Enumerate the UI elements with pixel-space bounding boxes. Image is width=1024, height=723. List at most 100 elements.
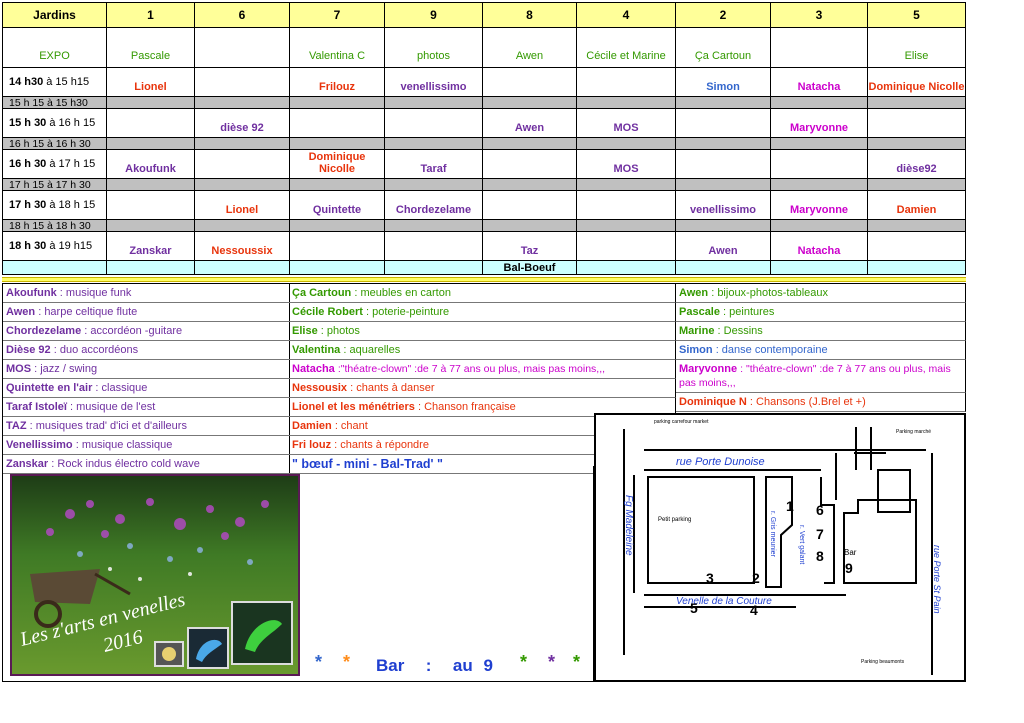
map-number: 8	[816, 548, 824, 564]
time-end: à 19 h15	[49, 240, 93, 252]
schedule-cell: photos	[385, 28, 483, 68]
performer: venellissimo	[400, 81, 467, 93]
schedule-cell	[868, 220, 966, 232]
schedule-cell: Damien	[868, 191, 966, 220]
legend-desc: :"théatre-clown" :de 7 à 77 ans ou plus,…	[337, 363, 606, 375]
map-label: rue Porte St Pain	[932, 545, 942, 614]
schedule-cell	[577, 138, 676, 150]
legend-entry: MOS : jazz / swing	[3, 360, 290, 379]
schedule-cell: Nessoussix	[195, 232, 290, 261]
schedule-cell	[290, 232, 385, 261]
header-text: Jardins	[33, 8, 76, 22]
row-label-cell: 18 h 15 à 18 h 30	[2, 220, 107, 232]
schedule-cell	[868, 179, 966, 191]
legend-desc: : poterie-peinture	[365, 306, 450, 318]
legend-name: Nessousix	[292, 382, 348, 394]
schedule-cell	[195, 68, 290, 97]
schedule-cell	[577, 220, 676, 232]
schedule-cell: Maryvonne	[771, 191, 868, 220]
legend-name: Damien	[292, 420, 332, 432]
row-label-cell: 18 h 30 à 19 h15	[2, 232, 107, 261]
performer: Elise	[904, 50, 929, 62]
map-label: Fg Madeleine	[623, 495, 634, 556]
schedule-cell	[385, 97, 483, 109]
legend-entry: Awen : harpe celtique flute	[3, 303, 290, 322]
schedule-cell: Natacha	[771, 68, 868, 97]
header-cell: 8	[483, 2, 577, 28]
legend-column: Awen : bijoux-photos-tableaux Pascale : p…	[676, 283, 966, 412]
performer: MOS	[613, 122, 639, 134]
schedule-cell	[195, 138, 290, 150]
performer: Bal-Boeuf	[503, 261, 556, 274]
performer: Pascale	[130, 50, 171, 62]
legend-name: Natacha	[292, 363, 335, 375]
performer: Frilouz	[318, 81, 356, 93]
row-label-cell: 14 h30 à 15 h15	[2, 68, 107, 97]
performer: Lionel	[134, 81, 167, 93]
star: *	[573, 652, 581, 672]
legend-desc: : photos	[320, 325, 360, 337]
map-label: Parking beaumonts	[861, 659, 905, 665]
legend-name: MOS	[6, 363, 32, 375]
legend-entry: Dièse 92 : duo accordéons	[3, 341, 290, 360]
legend-desc: : harpe celtique flute	[38, 306, 138, 318]
schedule-cell	[290, 261, 385, 275]
schedule-cell	[676, 179, 771, 191]
legend-desc: : musiques trad' d'ici et d'ailleurs	[29, 420, 187, 432]
map: parking carrefour market Parking marché ru…	[594, 413, 966, 682]
performer: Natacha	[797, 245, 841, 257]
footer-text: Bar : au 9	[376, 656, 493, 675]
legend-desc: : danse contemporaine	[715, 344, 828, 356]
legend-entry: Chordezelame : accordéon -guitare	[3, 322, 290, 341]
star: *	[548, 652, 556, 672]
schedule-cell	[290, 138, 385, 150]
performer: Taraf	[420, 163, 447, 175]
performer: Awen	[514, 122, 545, 134]
schedule-cell	[107, 138, 195, 150]
gap-label: 16 h 15 à 16 h 30	[9, 137, 91, 150]
schedule-cell	[577, 97, 676, 109]
map-number: 3	[706, 570, 714, 586]
legend-desc: : peintures	[723, 306, 775, 318]
legend-desc: : chants à danser	[350, 382, 435, 394]
legend-desc: : jazz / swing	[34, 363, 98, 375]
schedule-cell	[385, 261, 483, 275]
time-end: à 17 h 15	[49, 158, 96, 170]
legend-entry: Marine : Dessins	[676, 322, 966, 341]
legend-desc: : musique funk	[59, 287, 132, 299]
map-label: Venelle de la Couture	[676, 596, 772, 607]
schedule-cell	[107, 191, 195, 220]
legend-name: Venellissimo	[6, 439, 73, 451]
legend-entry: Pascale : peintures	[676, 303, 966, 322]
legend-name: Quintette en l'air	[6, 382, 93, 394]
legend-name: Lionel et les ménétriers	[292, 401, 415, 413]
legend-desc: : Dessins	[717, 325, 763, 337]
legend-name: Dominique N	[679, 396, 747, 408]
map-number: 6	[816, 502, 824, 518]
time-start: 14 h30	[9, 76, 44, 88]
legend-entry: Maryvonne : "théatre-clown" :de 7 à 77 a…	[676, 360, 966, 393]
schedule-cell	[195, 28, 290, 68]
schedule-cell	[676, 109, 771, 138]
performer: Maryvonne	[789, 204, 849, 216]
schedule-cell: Chordezelame	[385, 191, 483, 220]
legend-entry: Quintette en l'air : classique	[3, 379, 290, 398]
legend-desc: : classique	[95, 382, 148, 394]
performer: Simon	[706, 81, 740, 93]
schedule-cell: Pascale	[107, 28, 195, 68]
legend-name: Dièse 92	[6, 344, 51, 356]
schedule-cell: venellissimo	[676, 191, 771, 220]
header-cell: 5	[868, 2, 966, 28]
schedule-cell: Awen	[483, 28, 577, 68]
schedule-cell: Awen	[676, 232, 771, 261]
performer: Akoufunk	[125, 163, 176, 175]
map-label: r. Vert galant	[798, 525, 805, 564]
performer: Lionel	[225, 204, 259, 216]
legend-name: Ça Cartoun	[292, 287, 352, 299]
performer: Ça Cartoun	[694, 50, 752, 62]
header-cell: 3	[771, 2, 868, 28]
legend-name: Taraf Istoleï	[6, 401, 67, 413]
schedule-cell	[771, 150, 868, 179]
performer: Maryvonne	[789, 122, 849, 134]
